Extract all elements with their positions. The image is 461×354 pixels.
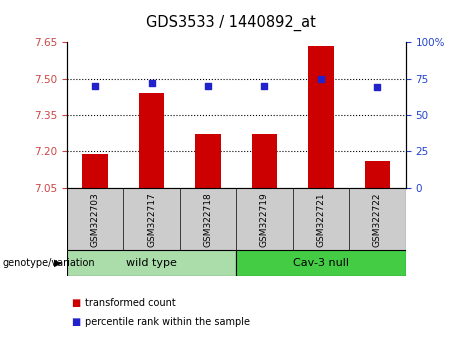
Text: transformed count: transformed count <box>85 298 176 308</box>
Text: GSM322719: GSM322719 <box>260 193 269 247</box>
Text: ▶: ▶ <box>54 258 62 268</box>
Bar <box>139 93 164 188</box>
Bar <box>195 135 221 188</box>
Point <box>204 83 212 89</box>
Text: ■: ■ <box>71 317 81 327</box>
Bar <box>236 250 406 276</box>
Text: percentile rank within the sample: percentile rank within the sample <box>85 317 250 327</box>
Text: wild type: wild type <box>126 258 177 268</box>
Text: ■: ■ <box>71 298 81 308</box>
Point <box>317 76 325 81</box>
Bar <box>67 188 406 250</box>
Text: genotype/variation: genotype/variation <box>2 258 95 268</box>
Point <box>148 80 155 86</box>
Bar <box>308 46 334 188</box>
Text: Cav-3 null: Cav-3 null <box>293 258 349 268</box>
Point <box>374 85 381 90</box>
Bar <box>365 161 390 188</box>
Bar <box>83 154 108 188</box>
Text: GSM322703: GSM322703 <box>90 193 100 247</box>
Text: GDS3533 / 1440892_at: GDS3533 / 1440892_at <box>146 15 315 31</box>
Text: GSM322717: GSM322717 <box>147 193 156 247</box>
Bar <box>67 250 236 276</box>
Bar <box>252 135 277 188</box>
Point <box>91 83 99 89</box>
Point <box>261 83 268 89</box>
Text: GSM322721: GSM322721 <box>316 193 325 247</box>
Text: GSM322718: GSM322718 <box>203 193 213 247</box>
Text: GSM322722: GSM322722 <box>373 193 382 247</box>
